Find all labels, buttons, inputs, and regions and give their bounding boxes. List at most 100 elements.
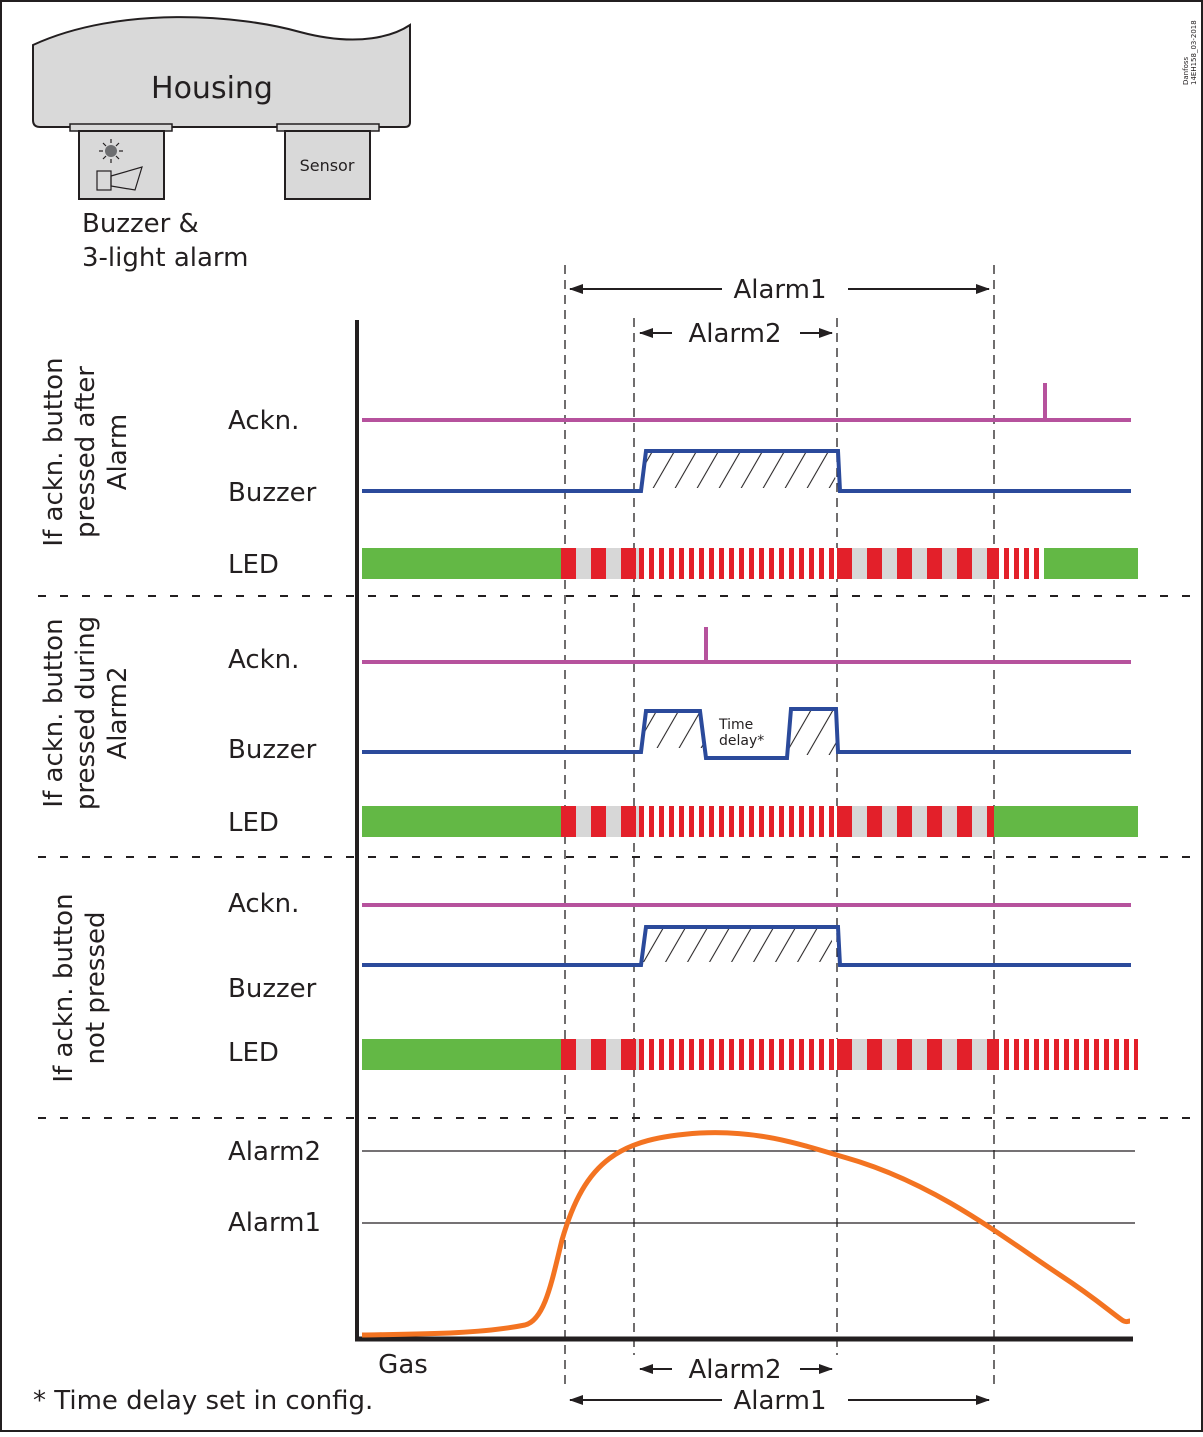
led-segment [1039, 548, 1044, 579]
doc-ref-line2: 14EH158_03-2018 [1190, 20, 1198, 85]
buzzer-mount [69, 123, 173, 132]
led-segment [576, 806, 591, 837]
led-segment [1049, 1039, 1054, 1070]
led-segment [1029, 1039, 1034, 1070]
led-segment [774, 806, 779, 837]
led-segment [644, 806, 649, 837]
led-segment [679, 1039, 684, 1070]
buzzer-hatch-1 [641, 711, 706, 748]
led-segment [639, 1039, 644, 1070]
led-segment [829, 548, 834, 579]
led-segment [789, 1039, 794, 1070]
led-segment [606, 806, 621, 837]
led-segment [809, 1039, 814, 1070]
led-segment [1004, 548, 1009, 579]
bottom-alarm2-label: Alarm2 [688, 1355, 781, 1385]
section-3-title: If ackn. button not pressed [49, 893, 111, 1082]
section-1-title-line2: pressed after [71, 366, 101, 538]
led-segment [649, 548, 654, 579]
buzzer-label-line1: Buzzer & [82, 209, 199, 239]
led-segment [606, 548, 621, 579]
led-segment [769, 1039, 774, 1070]
led-segment [1034, 1039, 1039, 1070]
led-segment [739, 548, 744, 579]
led-segment [819, 1039, 824, 1070]
led-segment [734, 548, 739, 579]
led-segment [754, 548, 759, 579]
led-segment [674, 806, 679, 837]
doc-ref-line1: Danfoss [1182, 56, 1190, 85]
led-segment [824, 806, 829, 837]
led-segment [749, 1039, 754, 1070]
led-segment [852, 1039, 867, 1070]
led-segment [694, 1039, 699, 1070]
ackn-label: Ackn. [228, 889, 299, 919]
led-segment [794, 1039, 799, 1070]
led-segment [724, 548, 729, 579]
led-segment [684, 1039, 689, 1070]
section-1-title-line1: If ackn. button [39, 357, 69, 546]
led-segment [957, 806, 972, 837]
led-segment [1069, 1039, 1074, 1070]
led-segment [689, 806, 694, 837]
led-segment [649, 806, 654, 837]
led-segment [621, 1039, 636, 1070]
led-segment [769, 806, 774, 837]
led-segment [987, 1039, 994, 1070]
led-segment [784, 806, 789, 837]
time-delay-label-line2: delay* [719, 733, 764, 749]
led-segment [852, 548, 867, 579]
buzzer-label: Buzzer [228, 478, 317, 508]
led-segment [779, 806, 784, 837]
led-segment [972, 1039, 987, 1070]
led-segment [1109, 1039, 1114, 1070]
led-segment [719, 806, 724, 837]
buzzer-signal [362, 707, 1131, 760]
led-segment [754, 1039, 759, 1070]
led-segment [927, 806, 942, 837]
sensor-mount [276, 123, 380, 132]
led-segment [927, 548, 942, 579]
led-segment [704, 1039, 709, 1070]
led-segment [709, 806, 714, 837]
led-segment [664, 548, 669, 579]
led-segment [714, 806, 719, 837]
led-segment [1009, 1039, 1014, 1070]
led-segment [942, 806, 957, 837]
led-segment [699, 1039, 704, 1070]
sensor-label: Sensor [300, 156, 355, 175]
led-segment [972, 806, 987, 837]
led-segment [804, 548, 809, 579]
section-2-title-line2: pressed during [71, 616, 101, 810]
led-segment [999, 548, 1004, 579]
led-segment [621, 806, 636, 837]
led-segment [794, 806, 799, 837]
led-segment [1044, 1039, 1049, 1070]
led-segment [709, 1039, 714, 1070]
led-segment [1014, 548, 1019, 579]
led-segment [764, 806, 769, 837]
led-segment [649, 1039, 654, 1070]
led-segment [744, 806, 749, 837]
led-segment [724, 806, 729, 837]
buzzer-label: Buzzer [228, 974, 317, 1004]
section-separators [38, 595, 1200, 1119]
led-segment [636, 1039, 639, 1070]
led-segment [699, 806, 704, 837]
led-segment [654, 806, 659, 837]
led-segment [912, 1039, 927, 1070]
led-green-segment [362, 548, 561, 579]
led-bar [362, 1039, 1138, 1070]
led-segment [912, 548, 927, 579]
led-segment [1094, 1039, 1099, 1070]
led-segment [774, 1039, 779, 1070]
led-segment [739, 806, 744, 837]
top-alarm1-label: Alarm1 [733, 275, 826, 305]
led-segment [1009, 548, 1014, 579]
led-segment [1124, 1039, 1129, 1070]
led-segment [714, 548, 719, 579]
led-segment [659, 548, 664, 579]
led-segment [1014, 1039, 1019, 1070]
led-segment [704, 806, 709, 837]
